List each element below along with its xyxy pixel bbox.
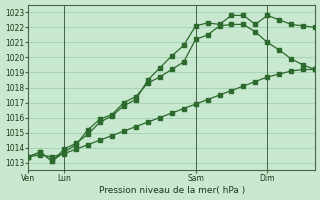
X-axis label: Pression niveau de la mer( hPa ): Pression niveau de la mer( hPa ) [99, 186, 245, 195]
